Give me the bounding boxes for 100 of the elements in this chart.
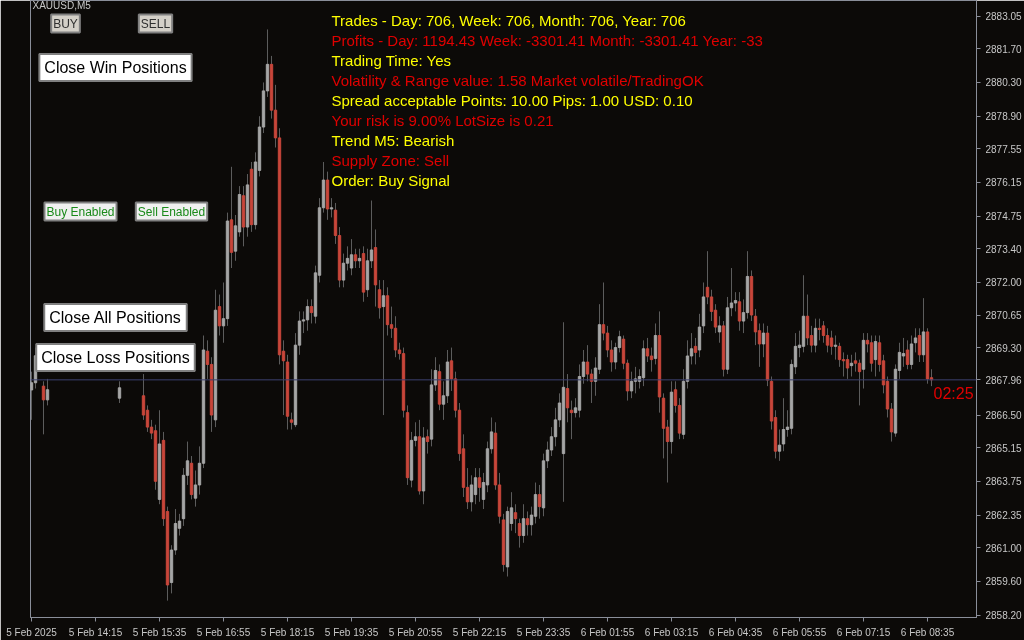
annotation: Close All Positions xyxy=(49,309,181,326)
candlestick xyxy=(845,354,850,380)
candlestick xyxy=(733,291,738,312)
ref-line-label: 2867.96 xyxy=(985,374,1023,386)
candlestick xyxy=(913,327,918,353)
candlestick xyxy=(825,327,830,353)
candlestick xyxy=(805,294,810,346)
candlestick xyxy=(921,297,926,363)
y-tick-label: 2862.35 xyxy=(985,510,1023,522)
y-tick-label: 2863.75 xyxy=(985,476,1023,488)
annotation: Trading Time: Yes xyxy=(331,52,452,69)
candlestick xyxy=(909,335,914,370)
annotation: Supply Zone: Sell xyxy=(331,152,450,169)
candlestick xyxy=(309,298,314,324)
annotation: Close Loss Positions xyxy=(41,349,190,366)
candlestick xyxy=(649,347,654,373)
y-tick-label: 2865.15 xyxy=(985,442,1023,454)
annotation: 02:25 xyxy=(933,385,974,402)
y-tick-label: 2866.50 xyxy=(985,410,1023,422)
candlestick xyxy=(717,315,722,344)
annotation: Sell Enabled xyxy=(137,204,206,219)
annotation: Trend M5: Bearish xyxy=(331,132,455,149)
candlestick xyxy=(869,335,874,373)
y-tick-label: 2881.70 xyxy=(985,43,1023,55)
candlestick xyxy=(469,474,474,512)
y-tick-label: 2858.20 xyxy=(985,610,1023,622)
annotation: Buy Enabled xyxy=(46,204,115,219)
annotation: BUY xyxy=(53,16,78,31)
candlestick xyxy=(41,380,46,435)
candlestick xyxy=(821,320,826,344)
candlestick xyxy=(393,315,398,358)
candlestick xyxy=(45,378,50,406)
candlestick xyxy=(777,429,782,462)
x-tick-label: 5 Feb 18:15 xyxy=(260,626,315,638)
y-tick-label: 2878.90 xyxy=(985,111,1023,123)
annotation: Spread acceptable Points: 10.00 Pips: 1.00 USD: 0.10 xyxy=(331,92,693,109)
x-tick-label: 5 Feb 15:35 xyxy=(132,626,187,638)
annotation: SELL xyxy=(140,16,171,31)
candlestick xyxy=(517,518,522,549)
candlestick xyxy=(525,510,530,537)
candlestick xyxy=(117,380,122,404)
y-tick-label: 2880.30 xyxy=(985,77,1023,89)
y-tick-label: 2873.40 xyxy=(985,243,1023,255)
x-tick-label: 5 Feb 19:35 xyxy=(324,626,379,638)
candlestick xyxy=(833,335,838,361)
candlestick xyxy=(901,337,906,368)
x-tick-label: 6 Feb 08:35 xyxy=(900,626,955,638)
annotation: Profits - Day: 1194.43 Week: -3301.41 Month: -3301.41 Year: -33 xyxy=(331,32,763,49)
x-tick-label: 5 Feb 20:55 xyxy=(388,626,443,638)
candlestick xyxy=(425,429,430,455)
chart-title: XAUUSD,M5 xyxy=(32,0,92,11)
candlestick xyxy=(761,322,766,358)
candlestick xyxy=(585,344,590,382)
candlestick xyxy=(341,253,346,288)
x-tick-label: 5 Feb 16:55 xyxy=(196,626,251,638)
y-tick-label: 2872.00 xyxy=(985,277,1023,289)
y-tick-label: 2883.05 xyxy=(985,11,1023,23)
candlestick xyxy=(533,482,538,524)
y-tick-label: 2870.65 xyxy=(985,310,1023,322)
x-tick-label: 6 Feb 07:15 xyxy=(836,626,891,638)
candlestick xyxy=(693,337,698,365)
x-tick-label: 5 Feb 14:15 xyxy=(68,626,123,638)
annotation: Order: Buy Signal xyxy=(331,172,450,189)
candlestick xyxy=(817,318,822,341)
x-tick-label: 5 Feb 22:15 xyxy=(452,626,507,638)
candlestick xyxy=(329,197,334,218)
candlestick xyxy=(781,397,786,452)
y-tick-label: 2876.15 xyxy=(985,177,1023,189)
candlestick xyxy=(645,337,650,363)
candlestick xyxy=(217,294,222,337)
x-tick-label: 5 Feb 23:35 xyxy=(516,626,571,638)
candlestick xyxy=(653,322,658,365)
annotation: Close Win Positions xyxy=(44,59,187,76)
y-tick-label: 2874.75 xyxy=(985,211,1023,223)
annotation: Volatility & Range value: 1.58 Market volatile/TradingOK xyxy=(331,72,704,89)
candlestick xyxy=(477,467,482,503)
y-tick-label: 2869.30 xyxy=(985,342,1023,354)
candlestick xyxy=(829,330,834,356)
candlestick xyxy=(813,318,818,353)
x-tick-label: 6 Feb 05:55 xyxy=(772,626,827,638)
candlestick xyxy=(349,238,354,276)
y-tick-label: 2861.00 xyxy=(985,542,1023,554)
x-tick-label: 6 Feb 04:35 xyxy=(708,626,763,638)
candlestick xyxy=(537,484,542,520)
candlestick xyxy=(353,248,358,269)
candlestick xyxy=(521,503,526,544)
annotation: Trades - Day: 706, Week: 706, Month: 706, Year: 706 xyxy=(331,12,686,29)
x-tick-label: 6 Feb 03:15 xyxy=(644,626,699,638)
candlestick xyxy=(905,339,910,370)
y-tick-label: 2877.55 xyxy=(985,143,1023,155)
candlestick xyxy=(853,351,858,373)
x-tick-label: 5 Feb 2025 xyxy=(6,626,58,638)
candlestick xyxy=(629,371,634,399)
y-tick-label: 2859.60 xyxy=(985,576,1023,588)
candlestick xyxy=(737,291,742,332)
x-tick-label: 6 Feb 01:55 xyxy=(580,626,635,638)
candlestick xyxy=(473,467,478,505)
annotation: Your risk is 9.00% LotSize is 0.21 xyxy=(331,112,554,129)
candlestick xyxy=(513,503,518,534)
candlestick xyxy=(753,308,758,346)
